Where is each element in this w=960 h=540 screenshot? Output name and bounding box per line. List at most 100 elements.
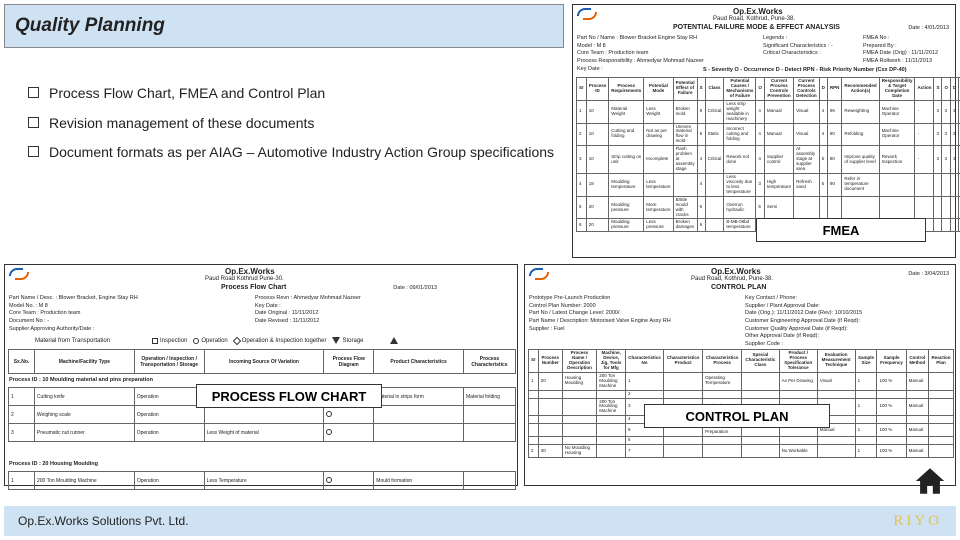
- col-header: RPN: [827, 78, 842, 101]
- table-cell: [597, 437, 626, 445]
- col-header: Characteristics Product: [664, 350, 703, 373]
- table-cell: [703, 437, 742, 445]
- table-cell: Improve quality of supplier level: [842, 146, 879, 174]
- cp-subtitle: CONTROL PLAN: [711, 284, 766, 291]
- pfc-meta-right: Process Revn : Ahmedyar Mohmad Nazeer Ke…: [255, 295, 361, 326]
- table-cell: 3: [934, 100, 942, 123]
- col-header: D: [819, 78, 827, 101]
- opexworks-logo-icon: [9, 268, 37, 282]
- col-header: S: [934, 78, 942, 101]
- table-cell: [703, 445, 742, 458]
- meta-line: Part No / Name : Blower Bracket Engine S…: [577, 35, 704, 43]
- table-cell: Manual: [764, 123, 793, 146]
- bullet-text: Revision management of these documents: [49, 114, 314, 134]
- table-row: 6: [529, 437, 954, 445]
- table-cell: Critical: [705, 146, 724, 174]
- table-cell: Refolding: [842, 123, 879, 146]
- table-cell: [562, 390, 596, 398]
- table-cell: 5: [697, 123, 705, 146]
- table-cell: 2: [626, 390, 664, 398]
- meta-line: Supplier / Plant Approval Date:: [745, 303, 862, 311]
- table-cell: 3: [942, 123, 951, 146]
- table-cell: Moulding pressure: [609, 219, 644, 232]
- table-cell: Operating Temperature: [703, 372, 742, 390]
- meta-line: Date Revised : 11/11/2012: [255, 318, 361, 326]
- table-cell: 6: [697, 196, 705, 219]
- bullet-box-icon: [28, 117, 39, 128]
- table-cell: 5: [577, 196, 587, 219]
- pfc-date: Date : 09/01/2013: [393, 285, 437, 293]
- table-cell: [464, 424, 516, 442]
- fmea-subtitle: POTENTIAL FAILURE MODE & EFFECT ANALYSIS: [673, 24, 840, 31]
- home-icon[interactable]: [912, 464, 948, 498]
- table-cell: Uneven material flow in mold: [673, 123, 697, 146]
- table-cell: 96: [827, 100, 842, 123]
- meta-line: Prototype Pre-Launch Production: [529, 295, 671, 303]
- col-header: Special Characteristic Class: [742, 350, 779, 373]
- legend-label: Operation: [201, 338, 227, 344]
- col-header: Sr: [529, 350, 539, 373]
- table-cell: [877, 437, 906, 445]
- table-cell: Broken damages: [673, 219, 697, 232]
- table-cell: 1: [855, 445, 877, 458]
- table-cell: [929, 390, 954, 398]
- col-header: Class: [705, 78, 724, 101]
- table-cell: [664, 390, 703, 398]
- table-cell: [877, 416, 906, 424]
- table-cell: [324, 406, 374, 424]
- footer-tag: RIYO: [893, 513, 942, 530]
- meta-line: Document No : -: [9, 318, 138, 326]
- table-cell: [794, 196, 820, 219]
- table-row: 418Moulding temperatureLess temperature4…: [577, 173, 960, 196]
- fmea-address: Paud Road, Kothrud, Pune-38.: [713, 16, 795, 22]
- table-cell: [597, 424, 626, 437]
- opexworks-logo-icon: [577, 8, 605, 22]
- table-cell: [204, 406, 324, 424]
- col-header: Action: [915, 78, 934, 101]
- col-header: Product / Process Specification Toleranc…: [779, 350, 817, 373]
- table-cell: 90: [827, 173, 842, 196]
- table-cell: No Moulding Housing: [562, 445, 596, 458]
- table-cell: Less strip weight available in machinery: [724, 100, 756, 123]
- table-cell: Critical: [705, 100, 724, 123]
- table-cell: 3: [942, 100, 951, 123]
- opexworks-logo-icon: [529, 268, 557, 282]
- table-cell: [374, 406, 464, 424]
- table-cell: Material Weight: [609, 100, 644, 123]
- col-header: D: [950, 78, 958, 101]
- table-cell: 100 %: [877, 445, 906, 458]
- table-cell: [942, 173, 951, 196]
- table-cell: 3: [942, 146, 951, 174]
- pfc-document: Op.Ex.Works Paud Road Kothrud Pune-30. P…: [4, 264, 518, 486]
- fmea-date: Date : 4/01/2013: [908, 25, 949, 33]
- control-plan-document: Op.Ex.Works Paud Road, Kothrud, Pune-38.…: [524, 264, 956, 486]
- col-header: Characteristics Process: [703, 350, 742, 373]
- col-header: Potential Effect of Failure: [673, 78, 697, 101]
- meta-line: FMEA No :: [863, 35, 938, 43]
- table-cell: [529, 390, 539, 398]
- table-cell: [538, 390, 562, 398]
- table-cell: 1: [9, 472, 35, 490]
- table-cell: [779, 390, 817, 398]
- col-header: Process Flow Diagram: [324, 350, 374, 374]
- table-row: 3Pneumatic nut runnerOperationLess Weigh…: [9, 424, 516, 442]
- circle-icon: [193, 338, 199, 344]
- pfc-section-1: Process ID : 10 Moulding material and pi…: [9, 377, 153, 385]
- meta-line: Core Team : Production team: [577, 50, 704, 58]
- table-cell: [742, 445, 779, 458]
- bullet-box-icon: [28, 146, 39, 157]
- table-cell: 20: [586, 219, 609, 232]
- table-cell: Machine Operator: [879, 100, 915, 123]
- table-cell: Less Weight: [644, 100, 673, 123]
- table-cell: 100 %: [877, 424, 906, 437]
- table-cell: Housing Moulding: [562, 372, 596, 390]
- table-cell: [529, 424, 539, 437]
- table-cell: Broken mold: [673, 100, 697, 123]
- table-cell: [597, 390, 626, 398]
- table-cell: 10: [586, 100, 609, 123]
- table-cell: [855, 390, 877, 398]
- material-label: Material from Transportation: [35, 338, 110, 344]
- table-cell: [817, 437, 855, 445]
- table-cell: 3: [934, 146, 942, 174]
- table-cell: [855, 416, 877, 424]
